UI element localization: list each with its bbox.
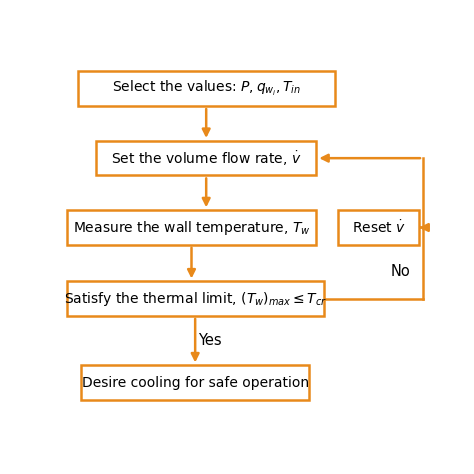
Text: Set the volume flow rate, $\dot{v}$: Set the volume flow rate, $\dot{v}$ [111, 149, 301, 167]
Text: Reset $\dot{v}$: Reset $\dot{v}$ [352, 219, 406, 236]
Text: Satisfy the thermal limit, $(T_w)_{max} \leq T_{cr}$: Satisfy the thermal limit, $(T_w)_{max} … [64, 290, 327, 308]
FancyBboxPatch shape [66, 210, 317, 245]
Text: Desire cooling for safe operation: Desire cooling for safe operation [82, 375, 309, 390]
Text: No: No [391, 264, 411, 279]
FancyBboxPatch shape [66, 282, 324, 316]
FancyBboxPatch shape [338, 210, 419, 245]
Text: Select the values: $P, q_{w_i}, T_{in}$: Select the values: $P, q_{w_i}, T_{in}$ [111, 79, 301, 99]
FancyBboxPatch shape [78, 72, 335, 106]
Text: Measure the wall temperature, $T_w$: Measure the wall temperature, $T_w$ [73, 219, 310, 237]
Text: Yes: Yes [198, 333, 222, 348]
FancyBboxPatch shape [96, 141, 316, 175]
FancyBboxPatch shape [82, 365, 309, 400]
